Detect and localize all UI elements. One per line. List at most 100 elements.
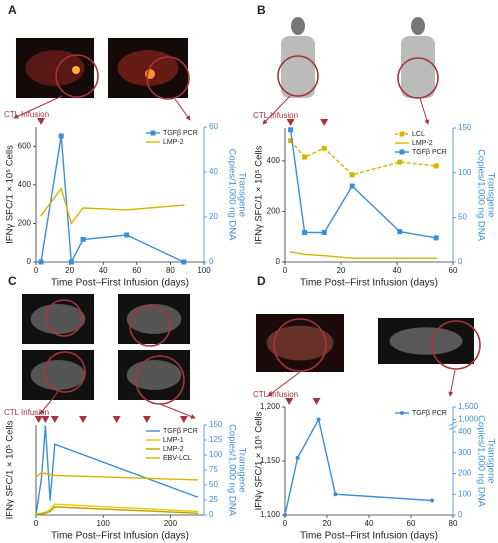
highlight-circle: [277, 55, 319, 97]
highlight-circle: [146, 56, 190, 100]
point: [35, 513, 37, 516]
point: [58, 133, 64, 139]
scan-body: [126, 304, 182, 334]
annotation: CTL Infusion: [253, 390, 298, 399]
point: [302, 154, 308, 160]
point: [49, 499, 51, 501]
y2-tick-label: 20: [209, 212, 218, 221]
point: [54, 443, 56, 446]
point: [44, 512, 47, 514]
panel-letter: C: [8, 274, 17, 288]
panel-letter: A: [8, 3, 17, 17]
legend-marker: [150, 130, 156, 136]
x-tick-label: 200: [164, 519, 178, 528]
y2-tick-label: 400: [458, 427, 472, 436]
x-tick-label: 20: [65, 266, 74, 275]
y-tick-label: 400: [18, 180, 32, 189]
series-line: [289, 129, 437, 239]
y2-axis-label: Transgene: [236, 447, 247, 492]
point: [349, 172, 355, 178]
y-tick-label: 1,150: [260, 456, 281, 465]
y-axis-label: IFNγ SFC/1 × 10⁵ Cells: [5, 145, 16, 244]
point: [399, 257, 401, 260]
point: [349, 183, 355, 189]
arrow: [262, 95, 291, 125]
point: [333, 492, 338, 497]
highlight-circle: [55, 54, 99, 98]
y2-axis-label: Copies/1,000 ng DNA: [226, 149, 237, 242]
legend-label: TGFβ PCR: [412, 149, 447, 156]
y2-tick-label: 40: [209, 167, 218, 176]
y2-tick-label: 100: [458, 489, 472, 498]
y2-tick-label: 125: [209, 435, 223, 444]
x-axis-label: Time Post–First Infusion (days): [300, 278, 438, 289]
series-line: [40, 135, 185, 265]
y2-axis-label: Transgene: [485, 438, 496, 483]
point: [80, 237, 86, 242]
y2-tick-label: 300: [458, 448, 472, 457]
point: [196, 510, 199, 513]
highlight-circle: [44, 351, 86, 393]
point: [44, 472, 47, 475]
series-line: [40, 187, 184, 225]
legend-marker: [400, 411, 404, 415]
y2-axis-label: Transgene: [236, 172, 247, 217]
highlight-circle: [431, 320, 481, 370]
infusion-marker: [34, 416, 43, 423]
arrow: [267, 371, 301, 397]
infusion-marker: [312, 398, 321, 405]
point: [82, 207, 84, 209]
infusion-marker: [112, 416, 121, 423]
y-axis-label: IFNγ SFC/1 × 10⁵ Cells: [254, 411, 265, 510]
y-tick-label: 200: [18, 219, 32, 228]
highlight-circle: [273, 318, 327, 372]
y2-tick-label: 100: [209, 450, 223, 459]
highlight-circle: [397, 57, 439, 99]
y2-tick-label: 75: [209, 465, 218, 474]
y2-axis-label: Transgene: [485, 172, 496, 217]
point: [323, 254, 326, 257]
highlight-circle: [129, 305, 171, 347]
scan-torso: [401, 36, 435, 98]
axis-break: [448, 421, 458, 427]
legend-label: LCL: [412, 131, 425, 138]
infusion-marker: [142, 416, 151, 423]
point: [433, 235, 439, 241]
legend-label: LMP-1: [163, 437, 184, 444]
scan-body: [126, 360, 182, 390]
y2-tick-label: 25: [209, 495, 218, 504]
x-tick-label: 40: [99, 266, 108, 275]
arrow: [159, 403, 196, 419]
point: [321, 230, 327, 236]
point: [54, 503, 56, 506]
legend-label: TGFβ PCR: [163, 428, 198, 435]
point: [283, 513, 287, 517]
y2-tick-label: 50: [209, 480, 218, 489]
x-axis-label: Time Post–First Infusion (days): [300, 531, 438, 542]
point: [295, 455, 300, 460]
point: [430, 498, 434, 503]
point: [397, 229, 403, 235]
point: [196, 512, 199, 514]
x-tick-label: 0: [34, 266, 39, 275]
point: [181, 259, 187, 265]
point: [54, 506, 56, 508]
point: [60, 187, 62, 190]
y2-tick-label: 0: [209, 510, 214, 519]
point: [54, 474, 56, 477]
scan-head: [411, 17, 425, 35]
y-tick-label: 600: [18, 141, 32, 150]
point: [351, 257, 354, 260]
point: [288, 138, 294, 144]
legend-marker: [399, 149, 405, 155]
series-line: [35, 506, 198, 516]
y-tick-label: 1,200: [260, 402, 281, 411]
point: [289, 251, 292, 253]
point: [49, 510, 51, 513]
scan-head: [291, 17, 305, 35]
arrow: [419, 97, 430, 125]
scan-body: [30, 360, 86, 390]
x-tick-label: 60: [407, 519, 416, 528]
x-tick-label: 20: [323, 519, 332, 528]
x-tick-label: 60: [132, 266, 141, 275]
